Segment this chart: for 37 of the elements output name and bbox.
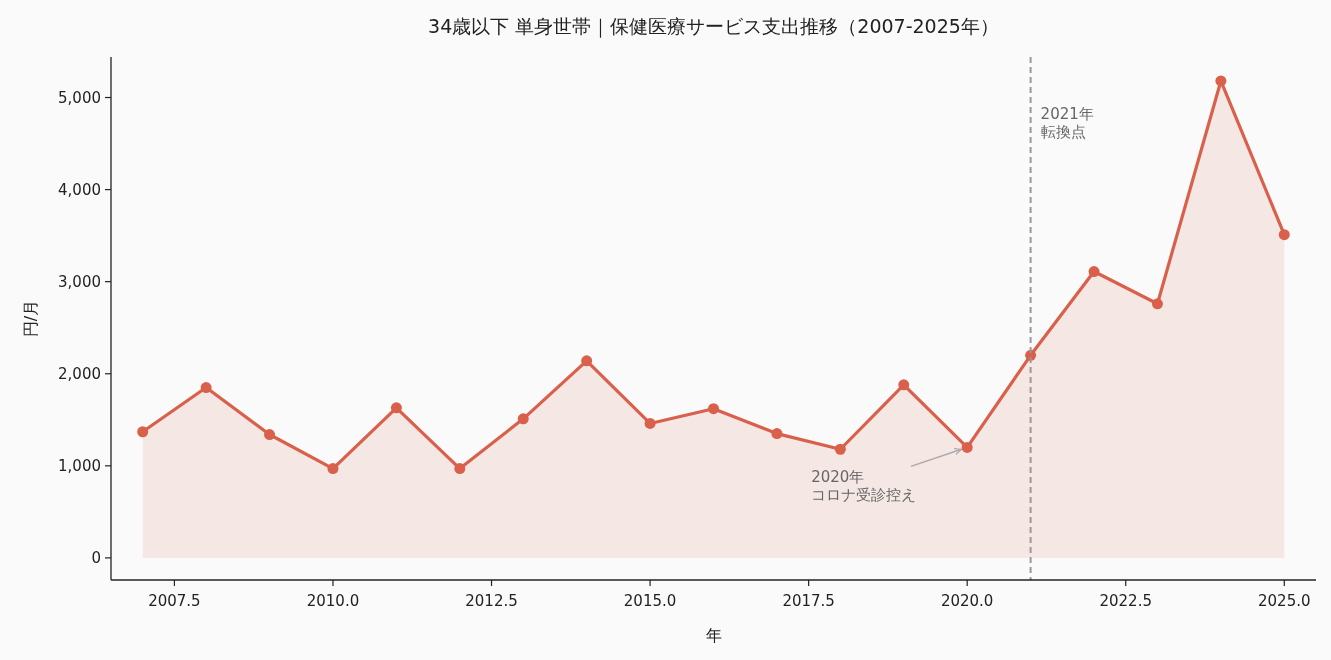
x-tick-label: 2015.0 bbox=[623, 592, 677, 610]
y-tick-label: 2,000 bbox=[58, 364, 101, 383]
x-axis-title: 年 bbox=[705, 626, 722, 645]
point bbox=[1215, 75, 1227, 87]
x-tick-label: 2007.5 bbox=[148, 592, 201, 610]
point bbox=[517, 413, 529, 425]
point bbox=[708, 403, 719, 415]
y-tick-label: 1,000 bbox=[58, 456, 101, 475]
x-tick-label: 2010.0 bbox=[306, 592, 360, 610]
y-axis-title: 円/月 bbox=[21, 299, 40, 338]
chart-title: 34歳以下 単身世帯｜保健医療サービス支出推移（2007-2025年） bbox=[428, 15, 999, 38]
point bbox=[898, 379, 910, 391]
ref-line-label: 2021年転換点 bbox=[1040, 105, 1094, 141]
point bbox=[1151, 298, 1163, 310]
x-tick-label: 2012.5 bbox=[465, 592, 518, 610]
point bbox=[834, 443, 846, 455]
x-tick-label: 2025.0 bbox=[1258, 592, 1311, 610]
y-tick-label: 5,000 bbox=[58, 88, 101, 107]
point bbox=[644, 417, 656, 429]
point bbox=[454, 463, 466, 475]
x-tick-label: 2017.5 bbox=[782, 592, 835, 610]
point bbox=[390, 402, 402, 414]
point bbox=[581, 355, 593, 367]
point bbox=[327, 463, 339, 475]
point bbox=[137, 426, 149, 438]
point bbox=[961, 441, 973, 453]
y-tick-label: 3,000 bbox=[58, 272, 101, 291]
point bbox=[771, 428, 783, 440]
point bbox=[1278, 229, 1290, 241]
point bbox=[1088, 266, 1100, 278]
x-tick-label: 2020.0 bbox=[940, 592, 994, 610]
y-tick-label: 4,000 bbox=[58, 180, 101, 199]
x-tick-label: 2022.5 bbox=[1099, 592, 1152, 610]
point bbox=[200, 382, 212, 394]
y-tick-label: 0 bbox=[91, 548, 101, 567]
point bbox=[264, 429, 276, 441]
annotation: 2020年コロナ受診控え bbox=[811, 468, 917, 505]
